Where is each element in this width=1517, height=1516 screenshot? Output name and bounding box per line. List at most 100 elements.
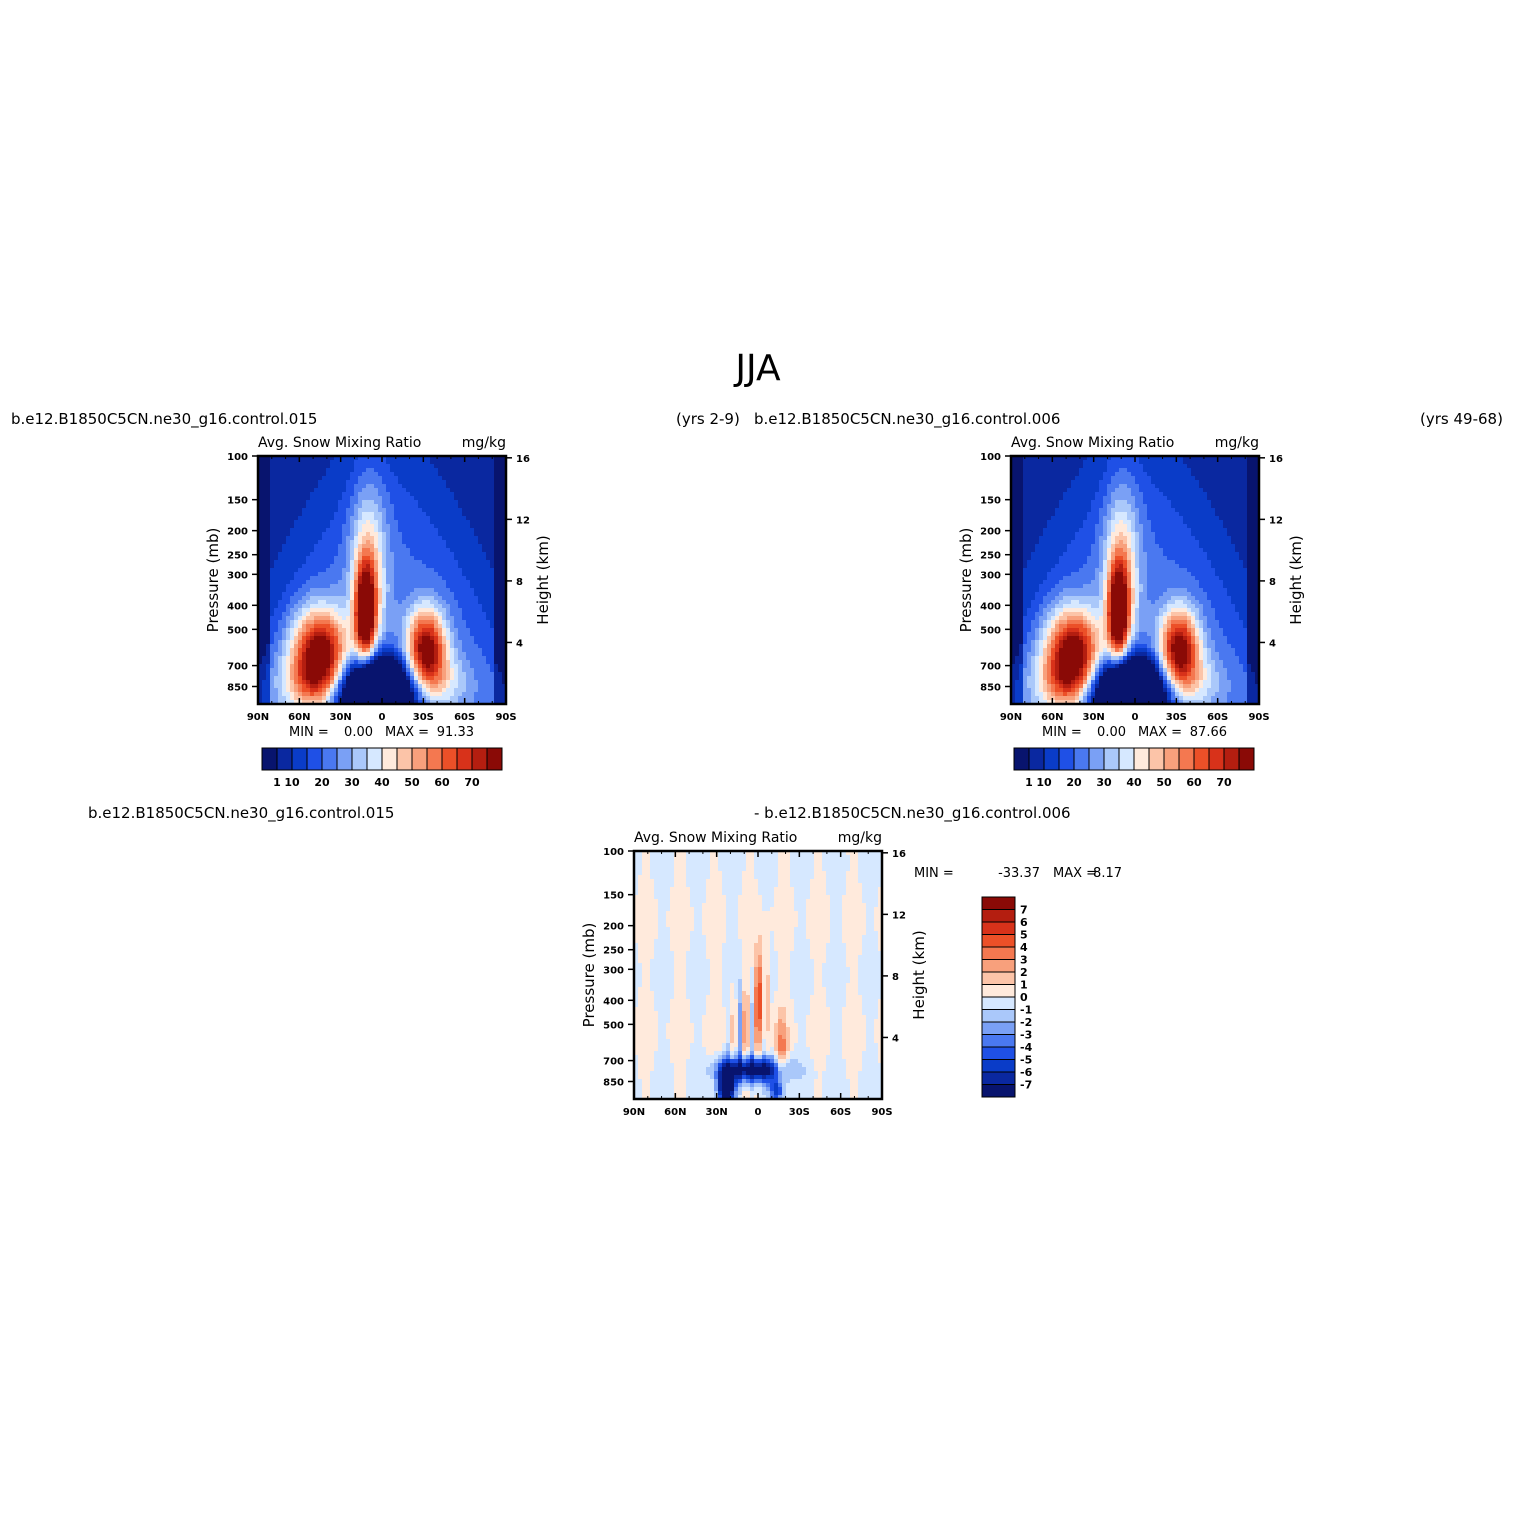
heatmap-cell: [1055, 456, 1060, 461]
heatmap-cell: [454, 476, 459, 481]
heatmap-cell: [1251, 484, 1256, 489]
heatmap-cell: [478, 584, 483, 589]
heatmap-cell: [306, 572, 311, 577]
heatmap-cell: [326, 528, 331, 533]
heatmap-cell: [462, 692, 467, 697]
heatmap-cell: [486, 528, 491, 533]
heatmap-cell: [442, 680, 447, 685]
heatmap-cell: [286, 604, 291, 609]
heatmap-cell: [330, 520, 335, 525]
heatmap-cell: [1219, 480, 1224, 485]
heatmap-cell: [374, 536, 379, 541]
heatmap-cell: [450, 684, 455, 689]
heatmap-cell: [262, 556, 267, 561]
max-label: MAX =: [385, 725, 429, 740]
heatmap-cell: [446, 684, 451, 689]
heatmap-cell: [354, 644, 359, 649]
heatmap-cell: [1139, 504, 1144, 509]
heatmap-cell: [258, 528, 263, 533]
heatmap-cell: [318, 568, 323, 573]
heatmap-cell: [1091, 484, 1096, 489]
heatmap-cell: [1195, 492, 1200, 497]
heatmap-cell: [1215, 512, 1220, 517]
heatmap-cell: [470, 600, 475, 605]
heatmap-cell: [370, 464, 375, 469]
heatmap-cell: [1099, 456, 1104, 461]
heatmap-cell: [434, 628, 439, 633]
heatmap-cell: [1011, 516, 1016, 521]
heatmap-cell: [322, 676, 327, 681]
heatmap-cell: [278, 532, 283, 537]
heatmap-cell: [446, 700, 451, 705]
heatmap-cell: [1071, 464, 1076, 469]
heatmap-cell: [302, 640, 307, 645]
heatmap-cell: [1059, 476, 1064, 481]
heatmap-cell: [402, 684, 407, 689]
heatmap-cell: [386, 568, 391, 573]
heatmap-cell: [362, 660, 367, 665]
heatmap-cell: [310, 580, 315, 585]
heatmap-cell: [322, 564, 327, 569]
heatmap-cell: [1227, 468, 1232, 473]
heatmap-cell: [370, 488, 375, 493]
heatmap-cell: [478, 468, 483, 473]
heatmap-cell: [314, 632, 319, 637]
heatmap-cell: [446, 656, 451, 661]
heatmap-cell: [478, 464, 483, 469]
heatmap-cell: [470, 516, 475, 521]
heatmap-cell: [478, 668, 483, 673]
heatmap-cell: [422, 684, 427, 689]
heatmap-cell: [350, 612, 355, 617]
heatmap-cell: [1095, 512, 1100, 517]
heatmap-cell: [494, 652, 499, 657]
heatmap-cell: [1051, 472, 1056, 477]
heatmap-cell: [370, 508, 375, 513]
heatmap-cell: [1023, 460, 1028, 465]
heatmap-cell: [266, 500, 271, 505]
heatmap-cell: [270, 640, 275, 645]
heatmap-cell: [402, 608, 407, 613]
heatmap-cell: [1131, 520, 1136, 525]
heatmap-cell: [490, 688, 495, 693]
heatmap-cell: [482, 688, 487, 693]
heatmap-cell: [354, 596, 359, 601]
heatmap-cell: [1063, 472, 1068, 477]
heatmap-cell: [326, 620, 331, 625]
heatmap-cell: [478, 620, 483, 625]
heatmap-cell: [434, 692, 439, 697]
heatmap-cell: [1091, 504, 1096, 509]
colorbar-box: [291, 747, 308, 771]
heatmap-cell: [406, 484, 411, 489]
heatmap-cell: [1135, 468, 1140, 473]
heatmap-cell: [398, 604, 403, 609]
heatmap-cell: [266, 564, 271, 569]
heatmap-cell: [346, 640, 351, 645]
heatmap-cell: [282, 600, 287, 605]
heatmap-cell: [494, 692, 499, 697]
heatmap-cell: [266, 640, 271, 645]
heatmap-cell: [1063, 460, 1068, 465]
heatmap-cell: [302, 528, 307, 533]
heatmap-cell: [1187, 520, 1192, 525]
heatmap-cell: [1123, 508, 1128, 513]
heatmap-cell: [1203, 504, 1208, 509]
heatmap-cell: [342, 496, 347, 501]
heatmap-cell: [354, 628, 359, 633]
heatmap-cell: [1063, 520, 1068, 525]
heatmap-cell: [502, 596, 507, 601]
heatmap-cell: [354, 504, 359, 509]
heatmap-cell: [1071, 520, 1076, 525]
heatmap-cell: [314, 580, 319, 585]
heatmap-cell: [458, 512, 463, 517]
heatmap-cell: [334, 504, 339, 509]
heatmap-cell: [406, 528, 411, 533]
heatmap-cell: [318, 676, 323, 681]
heatmap-cell: [342, 660, 347, 665]
heatmap-cell: [458, 532, 463, 537]
heatmap-cell: [366, 664, 371, 669]
heatmap-cell: [1051, 500, 1056, 505]
heatmap-cell: [1219, 460, 1224, 465]
heatmap-cell: [434, 472, 439, 477]
heatmap-cell: [1207, 516, 1212, 521]
heatmap-cell: [434, 504, 439, 509]
